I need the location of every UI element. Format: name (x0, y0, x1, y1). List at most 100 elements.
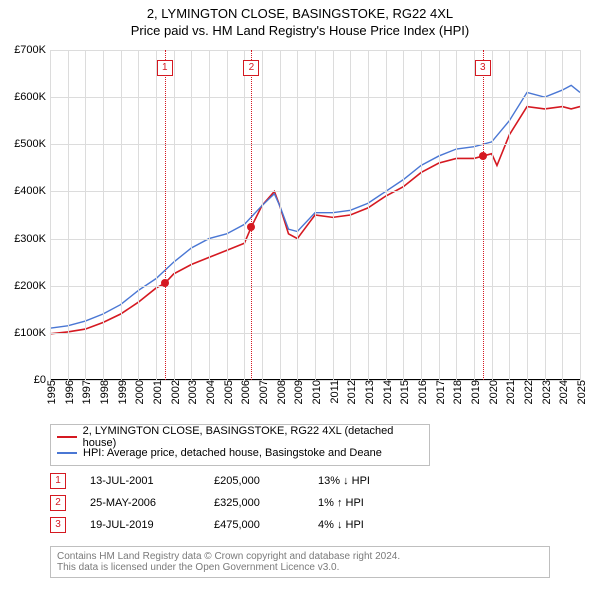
chart-container: 2, LYMINGTON CLOSE, BASINGSTOKE, RG22 4X… (0, 0, 600, 590)
footer-line2: This data is licensed under the Open Gov… (57, 562, 543, 573)
x-tick-label: 2001 (150, 380, 164, 404)
grid-line-v (386, 50, 387, 380)
event-row-marker: 1 (50, 473, 66, 489)
event-row-price: £325,000 (214, 497, 294, 509)
event-row-date: 13-JUL-2001 (90, 475, 190, 487)
event-row-price: £475,000 (214, 519, 294, 531)
grid-line-v (209, 50, 210, 380)
title-line2: Price paid vs. HM Land Registry's House … (0, 23, 600, 38)
x-tick-label: 2019 (468, 380, 482, 404)
legend-swatch (57, 452, 77, 454)
legend-item: HPI: Average price, detached house, Basi… (57, 445, 423, 461)
y-tick-label: £600K (14, 91, 50, 103)
x-tick-label: 2014 (380, 380, 394, 404)
grid-line-v (174, 50, 175, 380)
x-tick-label: 2002 (168, 380, 182, 404)
legend-swatch (57, 436, 77, 438)
x-tick-label: 2009 (291, 380, 305, 404)
event-marker-line (483, 50, 484, 380)
x-tick-label: 1995 (44, 380, 58, 404)
event-marker-line (165, 50, 166, 380)
grid-line-v (509, 50, 510, 380)
x-tick-label: 1997 (79, 380, 93, 404)
y-tick-label: £300K (14, 233, 50, 245)
x-tick-label: 2012 (344, 380, 358, 404)
title-line1: 2, LYMINGTON CLOSE, BASINGSTOKE, RG22 4X… (0, 6, 600, 21)
legend: 2, LYMINGTON CLOSE, BASINGSTOKE, RG22 4X… (50, 424, 430, 466)
x-tick-label: 2023 (539, 380, 553, 404)
event-marker-dot (247, 223, 255, 231)
x-tick-label: 2005 (221, 380, 235, 404)
x-tick-label: 2021 (503, 380, 517, 404)
footer: Contains HM Land Registry data © Crown c… (50, 546, 550, 578)
grid-line-v (103, 50, 104, 380)
y-tick-label: £500K (14, 138, 50, 150)
chart-plot-area: £0£100K£200K£300K£400K£500K£600K£700K199… (50, 50, 580, 380)
x-tick-label: 2008 (274, 380, 288, 404)
grid-line-v (227, 50, 228, 380)
event-row-marker: 2 (50, 495, 66, 511)
event-row-delta: 1% ↑ HPI (318, 497, 408, 509)
event-marker-dot (479, 152, 487, 160)
event-marker-dot (161, 279, 169, 287)
grid-line-v (474, 50, 475, 380)
grid-line-v (527, 50, 528, 380)
grid-line-v (333, 50, 334, 380)
events-table: 1 13-JUL-2001 £205,000 13% ↓ HPI 2 25-MAY-200… (50, 470, 408, 536)
grid-line-v (350, 50, 351, 380)
event-marker-box: 1 (157, 60, 173, 76)
grid-line-v (121, 50, 122, 380)
grid-line-v (297, 50, 298, 380)
grid-line-v (580, 50, 581, 380)
event-row-delta: 4% ↓ HPI (318, 519, 408, 531)
grid-line-v (492, 50, 493, 380)
x-tick-label: 2011 (327, 380, 341, 404)
x-tick-label: 1996 (62, 380, 76, 404)
x-tick-label: 2022 (521, 380, 535, 404)
event-row: 1 13-JUL-2001 £205,000 13% ↓ HPI (50, 470, 408, 492)
x-tick-label: 2020 (486, 380, 500, 404)
x-tick-label: 2006 (238, 380, 252, 404)
grid-line-v (545, 50, 546, 380)
x-tick-label: 1999 (115, 380, 129, 404)
title-block: 2, LYMINGTON CLOSE, BASINGSTOKE, RG22 4X… (0, 0, 600, 38)
footer-line1: Contains HM Land Registry data © Crown c… (57, 551, 543, 562)
x-tick-label: 2017 (433, 380, 447, 404)
y-tick-label: £200K (14, 280, 50, 292)
x-tick-label: 2004 (203, 380, 217, 404)
grid-line-v (85, 50, 86, 380)
event-marker-line (251, 50, 252, 380)
grid-line-v (50, 50, 51, 380)
x-tick-label: 2007 (256, 380, 270, 404)
y-tick-label: £700K (14, 44, 50, 56)
x-tick-label: 2015 (397, 380, 411, 404)
grid-line-v (315, 50, 316, 380)
x-tick-label: 1998 (97, 380, 111, 404)
grid-line-v (156, 50, 157, 380)
x-tick-label: 2013 (362, 380, 376, 404)
y-tick-label: £100K (14, 327, 50, 339)
grid-line-v (244, 50, 245, 380)
y-tick-label: £400K (14, 185, 50, 197)
event-row-date: 25-MAY-2006 (90, 497, 190, 509)
grid-line-v (138, 50, 139, 380)
x-tick-label: 2025 (574, 380, 588, 404)
legend-item: 2, LYMINGTON CLOSE, BASINGSTOKE, RG22 4X… (57, 429, 423, 445)
grid-line-v (562, 50, 563, 380)
grid-line-v (280, 50, 281, 380)
grid-line-v (421, 50, 422, 380)
grid-line-v (439, 50, 440, 380)
grid-line-v (368, 50, 369, 380)
event-row-delta: 13% ↓ HPI (318, 475, 408, 487)
event-marker-box: 3 (475, 60, 491, 76)
x-tick-label: 2000 (132, 380, 146, 404)
event-row-price: £205,000 (214, 475, 294, 487)
x-tick-label: 2003 (185, 380, 199, 404)
x-tick-label: 2024 (556, 380, 570, 404)
grid-line-v (68, 50, 69, 380)
legend-label: HPI: Average price, detached house, Basi… (83, 447, 382, 459)
grid-line-v (191, 50, 192, 380)
event-row-marker: 3 (50, 517, 66, 533)
event-row-date: 19-JUL-2019 (90, 519, 190, 531)
x-tick-label: 2016 (415, 380, 429, 404)
